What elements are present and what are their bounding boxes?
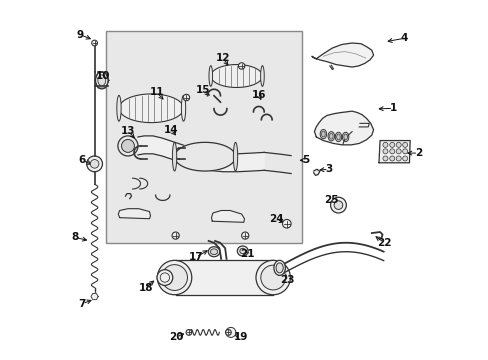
Bar <box>106 31 301 243</box>
Polygon shape <box>210 64 262 87</box>
Circle shape <box>238 63 244 69</box>
Ellipse shape <box>342 132 348 141</box>
Polygon shape <box>313 169 319 175</box>
Ellipse shape <box>389 156 394 161</box>
Circle shape <box>90 159 99 168</box>
Ellipse shape <box>329 134 332 139</box>
Circle shape <box>92 40 97 46</box>
Text: 5: 5 <box>301 155 308 165</box>
Circle shape <box>260 265 285 290</box>
Text: 12: 12 <box>215 53 230 63</box>
Polygon shape <box>311 43 373 67</box>
Ellipse shape <box>172 142 176 171</box>
Ellipse shape <box>117 95 121 121</box>
Text: 25: 25 <box>324 195 338 205</box>
Text: 17: 17 <box>188 252 203 262</box>
Text: 9: 9 <box>77 30 83 40</box>
Circle shape <box>225 329 231 335</box>
Ellipse shape <box>273 260 285 275</box>
Text: 6: 6 <box>79 155 86 165</box>
Circle shape <box>162 265 187 291</box>
Circle shape <box>157 260 191 295</box>
Text: 24: 24 <box>269 215 284 224</box>
Ellipse shape <box>260 66 264 86</box>
Text: 22: 22 <box>376 238 391 248</box>
Circle shape <box>333 201 342 210</box>
Ellipse shape <box>237 246 247 256</box>
Text: 14: 14 <box>163 125 178 135</box>
Text: 13: 13 <box>121 126 135 136</box>
Polygon shape <box>118 209 150 219</box>
Ellipse shape <box>389 142 394 147</box>
Polygon shape <box>314 111 373 145</box>
Text: 19: 19 <box>233 332 247 342</box>
Text: 15: 15 <box>196 85 210 95</box>
Ellipse shape <box>402 149 407 154</box>
Polygon shape <box>138 136 264 172</box>
Ellipse shape <box>382 149 387 154</box>
Ellipse shape <box>320 130 326 139</box>
Text: 11: 11 <box>149 87 163 97</box>
Ellipse shape <box>382 156 387 161</box>
Text: 8: 8 <box>71 232 79 242</box>
Circle shape <box>185 329 191 335</box>
Text: 4: 4 <box>400 33 407 43</box>
Polygon shape <box>91 293 98 300</box>
Text: 16: 16 <box>251 90 265 100</box>
Circle shape <box>172 232 179 239</box>
Circle shape <box>118 136 138 156</box>
Text: 3: 3 <box>325 164 332 174</box>
Ellipse shape <box>336 134 340 140</box>
Ellipse shape <box>321 131 325 137</box>
Ellipse shape <box>208 66 212 86</box>
Polygon shape <box>176 260 273 295</box>
Text: 18: 18 <box>139 283 153 293</box>
Ellipse shape <box>395 149 400 154</box>
Ellipse shape <box>239 248 245 254</box>
Circle shape <box>86 156 102 172</box>
Text: 23: 23 <box>280 275 294 285</box>
Ellipse shape <box>208 247 219 257</box>
Ellipse shape <box>210 249 217 255</box>
Polygon shape <box>211 211 244 222</box>
Polygon shape <box>119 94 183 123</box>
Circle shape <box>241 232 248 239</box>
Ellipse shape <box>335 132 341 141</box>
Ellipse shape <box>343 134 346 140</box>
Circle shape <box>282 220 290 228</box>
Text: 21: 21 <box>240 249 254 259</box>
Circle shape <box>330 197 346 213</box>
Text: 2: 2 <box>414 148 421 158</box>
Ellipse shape <box>181 95 185 121</box>
Ellipse shape <box>327 132 334 141</box>
Ellipse shape <box>95 72 108 89</box>
Ellipse shape <box>389 149 394 154</box>
Ellipse shape <box>395 156 400 161</box>
Circle shape <box>225 327 235 337</box>
Circle shape <box>157 270 172 285</box>
Circle shape <box>255 260 290 295</box>
Ellipse shape <box>395 142 400 147</box>
Ellipse shape <box>382 142 387 147</box>
Polygon shape <box>174 142 235 171</box>
Polygon shape <box>378 140 409 163</box>
Text: 7: 7 <box>79 299 86 309</box>
Ellipse shape <box>402 142 407 147</box>
Ellipse shape <box>233 142 237 171</box>
Ellipse shape <box>276 263 283 273</box>
Text: 20: 20 <box>169 332 183 342</box>
Circle shape <box>183 94 189 101</box>
Text: 10: 10 <box>95 71 110 81</box>
Text: 1: 1 <box>389 103 396 113</box>
Ellipse shape <box>402 156 407 161</box>
Ellipse shape <box>98 75 105 86</box>
Circle shape <box>121 139 134 152</box>
